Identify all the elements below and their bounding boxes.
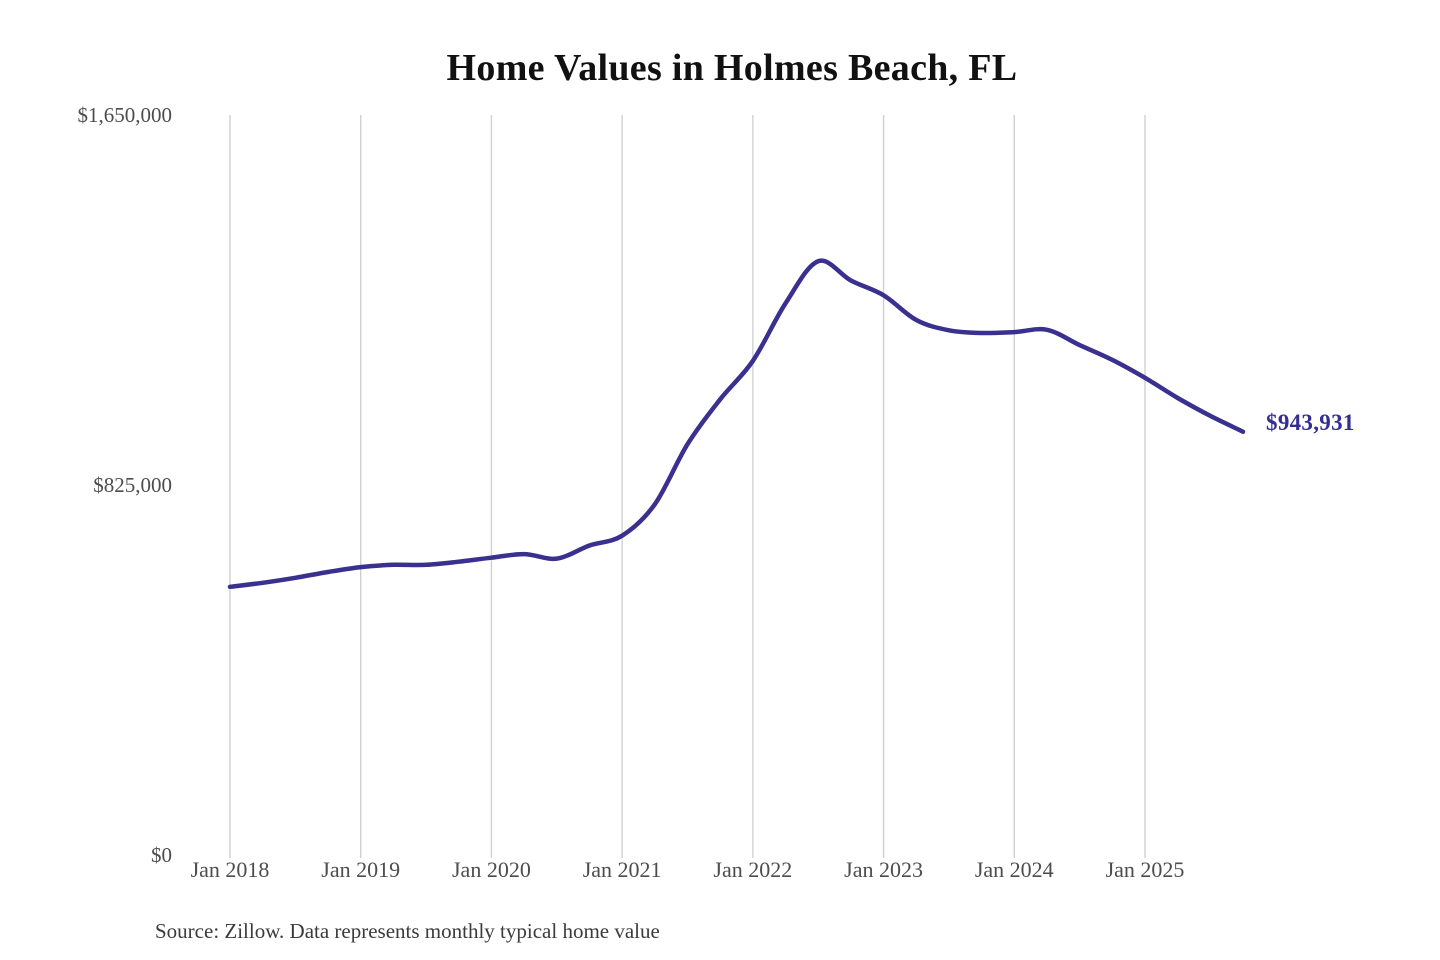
x-axis-tick-jan-2019: Jan 2019	[321, 857, 401, 882]
x-axis-tick-jan-2025: Jan 2025	[1105, 857, 1185, 882]
y-axis-tick-825000: $825,000	[93, 473, 172, 497]
x-axis-tick-jan-2018: Jan 2018	[190, 857, 270, 882]
source-note: Source: Zillow. Data represents monthly …	[155, 919, 660, 943]
latest-value-label: $943,931	[1266, 409, 1355, 435]
x-axis-tick-jan-2024: Jan 2024	[974, 857, 1054, 882]
x-axis-tick-jan-2020: Jan 2020	[452, 857, 531, 882]
y-axis-tick-0: $0	[151, 843, 172, 867]
x-axis-tick-jan-2022: Jan 2022	[713, 857, 793, 882]
x-axis-tick-jan-2023: Jan 2023	[844, 857, 923, 882]
chart-title: Home Values in Holmes Beach, FL	[446, 47, 1018, 89]
x-axis-tick-jan-2021: Jan 2021	[582, 857, 662, 882]
y-axis-tick-1650000: $1,650,000	[77, 103, 173, 127]
home-value-line	[227, 258, 1246, 590]
